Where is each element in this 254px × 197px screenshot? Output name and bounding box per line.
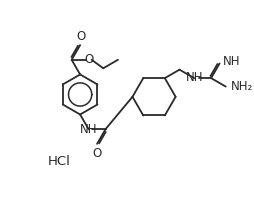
Text: NH: NH: [186, 71, 204, 84]
Text: NH: NH: [223, 55, 240, 68]
Text: HCl: HCl: [48, 155, 71, 168]
Text: NH₂: NH₂: [231, 80, 253, 93]
Text: O: O: [92, 147, 102, 160]
Text: NH: NH: [80, 123, 97, 136]
Text: O: O: [84, 53, 93, 66]
Text: O: O: [76, 30, 86, 43]
